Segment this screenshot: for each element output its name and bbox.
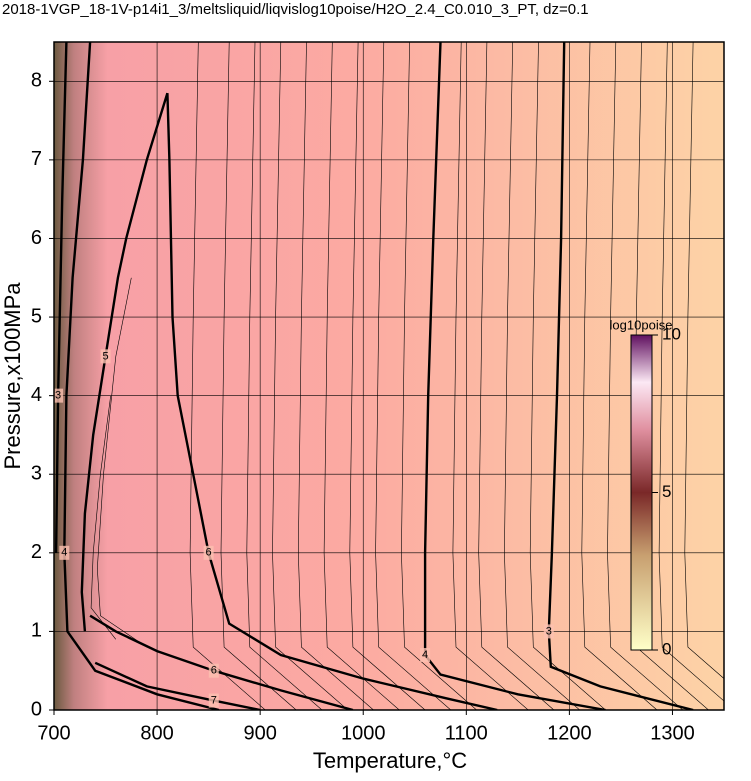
thin-contour (504, 42, 580, 710)
x-tick-label: 1300 (650, 722, 695, 744)
x-axis-label: Temperature,°C (313, 748, 467, 773)
y-tick-label: 4 (31, 384, 42, 406)
x-tick-label: 700 (37, 722, 70, 744)
y-tick-label: 2 (31, 541, 42, 563)
plot-background (54, 42, 724, 710)
contour-line (54, 42, 68, 553)
thin-contour (246, 42, 323, 710)
colorbar-tick-label: 5 (662, 482, 671, 501)
y-tick-label: 7 (31, 148, 42, 170)
y-tick-label: 1 (31, 620, 42, 642)
x-tick-label: 1100 (445, 722, 488, 744)
x-tick-label: 900 (243, 722, 276, 744)
contour-line (423, 42, 606, 710)
thin-contour (529, 42, 606, 710)
y-tick-label: 3 (31, 463, 42, 485)
contour-line (89, 614, 354, 710)
x-tick-label: 1000 (341, 722, 386, 744)
thin-contour (220, 42, 297, 710)
plot-frame (53, 41, 725, 711)
contour-line (94, 661, 261, 710)
thin-contour (272, 42, 348, 710)
y-tick-label: 5 (31, 305, 42, 327)
contour-label: 4 (61, 547, 67, 559)
thin-contour (452, 42, 529, 710)
contour-label: 3 (546, 625, 552, 637)
thin-contour (478, 42, 555, 710)
thin-contour (323, 42, 400, 710)
contour-label-bg (208, 663, 219, 678)
contour-label: 6 (206, 547, 212, 559)
contour-label: 4 (422, 649, 428, 661)
thin-contour (96, 277, 147, 648)
contour-label: 6 (211, 665, 217, 677)
chart-title: 2018-1VGP_18-1V-p14i1_3/meltsliquid/liqv… (2, 1, 589, 18)
thin-contour (349, 42, 426, 710)
colorbar-label: log10poise (610, 317, 673, 332)
contour-label-bg (543, 624, 554, 639)
x-tick-label: 1200 (547, 722, 592, 744)
contour-line (547, 42, 694, 710)
contour-label-bg (54, 388, 64, 403)
colorbar-tick-label: 0 (662, 639, 671, 658)
thin-contour (684, 42, 724, 679)
y-axis-label: Pressure,x100MPa (0, 282, 25, 470)
thin-contour (607, 42, 683, 710)
y-tick-label: 0 (31, 698, 42, 720)
thin-contour (90, 395, 117, 640)
contour-label: 3 (55, 390, 61, 402)
thin-contour (401, 42, 477, 710)
contour-label-bg (208, 693, 219, 708)
contour-label-bg (100, 349, 111, 364)
thin-contour (581, 42, 658, 710)
contour-label-bg (420, 647, 431, 662)
contour-label: 7 (211, 694, 217, 706)
thin-contour (658, 42, 724, 702)
contour-label-bg (203, 545, 214, 560)
thin-contour (375, 42, 451, 710)
y-tick-label: 6 (31, 227, 42, 249)
colorbar (630, 334, 653, 651)
contour-label: 5 (102, 350, 108, 362)
x-tick-label: 800 (140, 722, 173, 744)
contour-label-bg (59, 545, 70, 560)
colorbar-tick-label: 10 (662, 324, 681, 343)
y-tick-label: 8 (31, 70, 42, 92)
